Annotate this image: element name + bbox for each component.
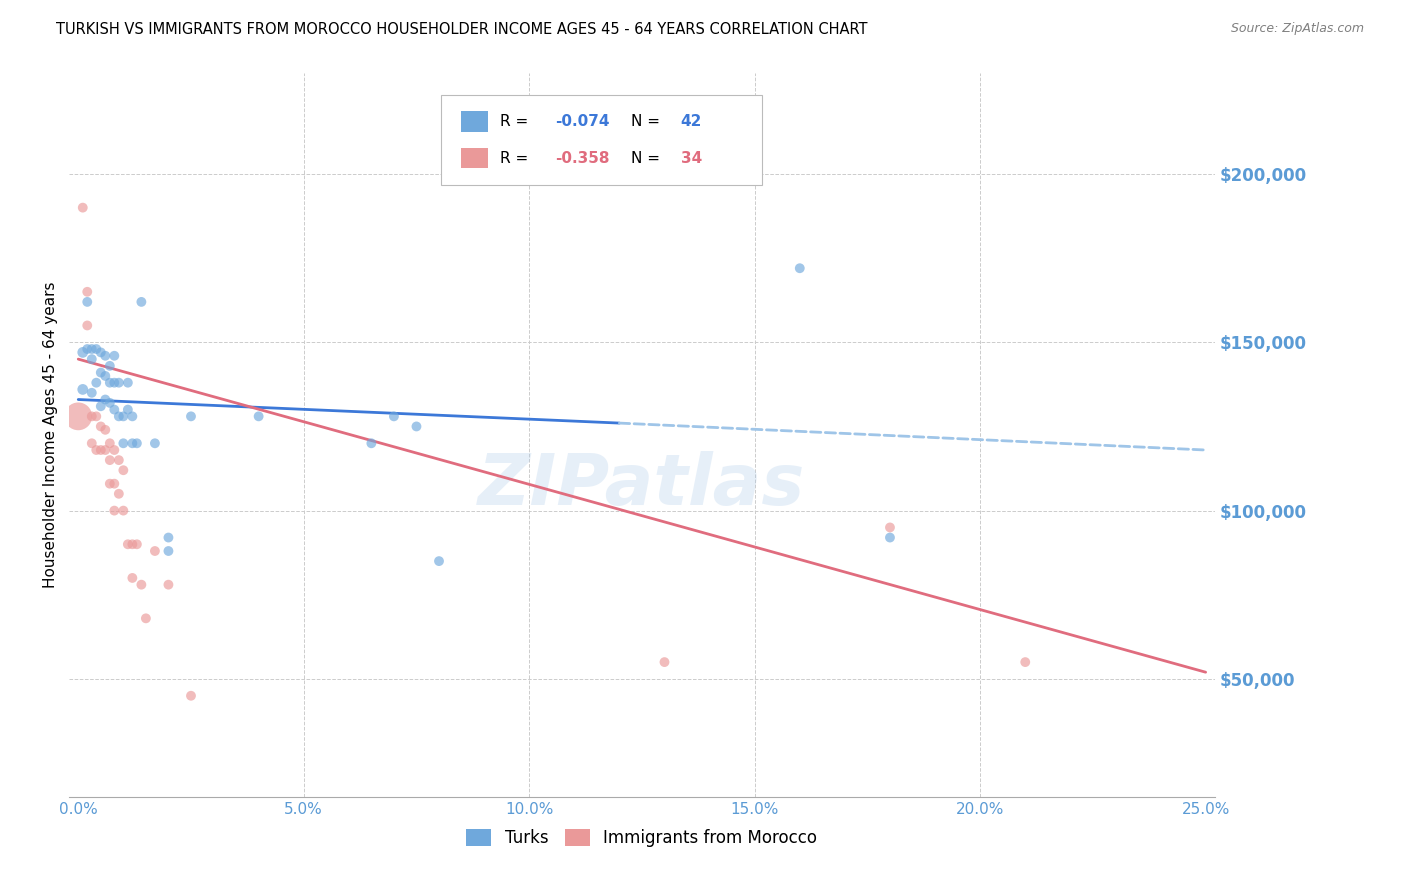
Point xyxy=(84,443,107,458)
Text: 34: 34 xyxy=(681,151,702,166)
Point xyxy=(121,436,143,450)
Point xyxy=(94,443,117,458)
Text: N =: N = xyxy=(631,151,665,166)
Text: -0.074: -0.074 xyxy=(554,114,609,129)
Point xyxy=(180,689,202,703)
Point xyxy=(98,376,121,390)
Text: N =: N = xyxy=(631,114,665,129)
Point xyxy=(76,294,98,309)
Point xyxy=(103,349,125,363)
Point xyxy=(90,443,112,458)
Point xyxy=(143,544,166,558)
Point xyxy=(103,476,125,491)
Point xyxy=(112,463,135,477)
Point xyxy=(157,544,180,558)
Point xyxy=(90,345,112,359)
Point xyxy=(157,531,180,545)
Legend: Turks, Immigrants from Morocco: Turks, Immigrants from Morocco xyxy=(460,822,824,854)
Point xyxy=(117,402,139,417)
Point xyxy=(98,436,121,450)
Point xyxy=(879,531,901,545)
Point xyxy=(72,201,94,215)
Point xyxy=(103,376,125,390)
Point xyxy=(382,409,405,424)
Point xyxy=(76,342,98,356)
Point xyxy=(80,436,103,450)
Point xyxy=(112,436,135,450)
Point xyxy=(72,383,94,397)
Point xyxy=(112,503,135,517)
Point xyxy=(117,537,139,551)
Point xyxy=(125,537,148,551)
Point xyxy=(94,392,117,407)
Point xyxy=(94,368,117,383)
Point xyxy=(654,655,676,669)
Point xyxy=(98,476,121,491)
Point xyxy=(103,402,125,417)
Point xyxy=(131,294,153,309)
Point xyxy=(879,520,901,534)
Point xyxy=(121,537,143,551)
Point xyxy=(67,409,90,424)
Point xyxy=(131,577,153,591)
Point xyxy=(76,285,98,299)
Point xyxy=(84,409,107,424)
Point xyxy=(103,503,125,517)
Point xyxy=(135,611,157,625)
Point xyxy=(98,453,121,467)
Point xyxy=(108,409,131,424)
Point xyxy=(80,342,103,356)
Text: R =: R = xyxy=(499,151,533,166)
Point xyxy=(112,409,135,424)
Text: Source: ZipAtlas.com: Source: ZipAtlas.com xyxy=(1230,22,1364,36)
Point xyxy=(84,342,107,356)
Point xyxy=(94,423,117,437)
Point xyxy=(98,359,121,373)
Text: -0.358: -0.358 xyxy=(554,151,609,166)
Point xyxy=(80,385,103,400)
Point xyxy=(103,443,125,458)
Point xyxy=(94,349,117,363)
Point xyxy=(360,436,382,450)
Point xyxy=(76,318,98,333)
Point xyxy=(180,409,202,424)
Point xyxy=(789,261,811,276)
Text: ZIPatlas: ZIPatlas xyxy=(478,451,806,520)
Text: TURKISH VS IMMIGRANTS FROM MOROCCO HOUSEHOLDER INCOME AGES 45 - 64 YEARS CORRELA: TURKISH VS IMMIGRANTS FROM MOROCCO HOUSE… xyxy=(56,22,868,37)
Text: R =: R = xyxy=(499,114,533,129)
Point xyxy=(84,376,107,390)
Point xyxy=(80,352,103,367)
Point xyxy=(405,419,427,434)
Point xyxy=(247,409,270,424)
Point xyxy=(125,436,148,450)
Point xyxy=(108,487,131,501)
Point xyxy=(1014,655,1036,669)
Point xyxy=(108,453,131,467)
Point xyxy=(427,554,450,568)
Point xyxy=(121,409,143,424)
Point xyxy=(108,376,131,390)
FancyBboxPatch shape xyxy=(441,95,762,186)
Point xyxy=(117,376,139,390)
Bar xyxy=(461,148,488,169)
Point xyxy=(90,419,112,434)
Point xyxy=(72,345,94,359)
Y-axis label: Householder Income Ages 45 - 64 years: Householder Income Ages 45 - 64 years xyxy=(44,282,58,588)
Text: 42: 42 xyxy=(681,114,702,129)
Point xyxy=(98,396,121,410)
Point xyxy=(157,577,180,591)
Point xyxy=(143,436,166,450)
Point xyxy=(80,409,103,424)
Bar xyxy=(461,112,488,132)
Point xyxy=(121,571,143,585)
Point xyxy=(90,366,112,380)
Point xyxy=(90,399,112,413)
